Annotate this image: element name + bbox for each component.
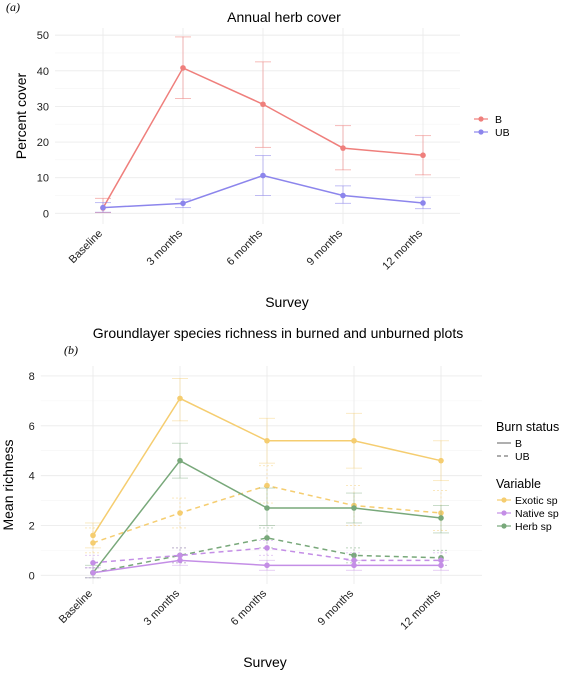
data-point [351,437,357,444]
y-tick-label: 2 [29,520,35,532]
data-point [420,152,426,159]
y-tick-label: 10 [37,173,49,185]
data-point [264,535,270,541]
panel-a-gridlines [55,28,460,224]
x-tick-label-baseline: Baseline [67,228,105,266]
data-point [177,395,183,402]
data-point [351,557,357,564]
panel-a-y-ticks: 0 10 20 30 40 50 [37,30,49,220]
series-exotic-sp-b [85,378,449,549]
x-tick-label-12-months: 12 months [398,587,443,632]
legend-item-b: B [474,114,502,126]
x-tick-label-6-months: 6 months [229,587,270,628]
y-tick-label: 20 [37,137,49,149]
data-point [420,200,426,206]
data-point [351,505,357,511]
data-point [438,457,444,464]
legend-label-native: Native sp [515,508,559,520]
series-exotic-sp-ub [85,465,449,554]
x-tick-label-baseline: Baseline [57,588,95,626]
data-point [340,145,346,151]
data-point [264,482,270,489]
panel-a-x-ticks: Baseline 3 months 6 months 9 months 12 month… [67,227,426,272]
legend-title-variable: Variable [496,477,541,491]
data-point [264,545,270,551]
legend-item-burned: B [497,438,522,450]
panel-b-x-ticks: Baseline 3 months 6 months 9 months 12 month… [57,587,444,632]
x-tick-label-9-months: 9 months [316,587,357,628]
data-point [264,505,270,511]
y-tick-label: 6 [29,421,35,433]
panel-b-tag: (b) [64,343,78,357]
data-point [180,65,186,71]
data-point [177,510,183,516]
series-native-sp-ub [85,539,449,569]
data-point [264,437,270,444]
data-point [177,552,183,559]
panel-b-y-ticks: 0 2 4 6 8 [29,371,35,582]
x-tick-label-3-months: 3 months [142,587,183,628]
data-point [90,540,96,546]
panel-a-title: Annual herb cover [227,9,341,25]
data-point [264,562,270,569]
y-tick-label: 0 [43,208,49,220]
panel-a-x-axis-title: Survey [265,294,309,310]
y-tick-label: 40 [37,66,49,78]
panel-b-legend: Burn status B UB Variable Exotic sp Nati… [496,420,559,533]
x-tick-label-3-months: 3 months [145,227,186,268]
data-point [340,192,346,199]
legend-label-herb: Herb sp [515,521,552,533]
data-point [90,560,96,566]
data-point [177,557,183,564]
panel-a-tag: (a) [6,0,20,14]
legend-item-unburned: UB [497,451,530,463]
legend-label-unburned: UB [515,451,530,463]
legend-label-exotic: Exotic sp [515,495,558,507]
data-point [438,515,444,521]
legend-item-herb: Herb sp [497,521,552,533]
panel-b-gridlines [40,366,482,584]
y-tick-label: 50 [37,30,49,42]
legend-item-ub: UB [474,127,510,139]
panel-a-y-axis-title: Percent cover [13,72,29,159]
legend-item-exotic: Exotic sp [497,495,558,507]
legend-key-point [501,510,507,516]
x-tick-label-9-months: 9 months [305,227,346,268]
panel-a-plot-area [95,36,431,214]
panel-b-y-axis-title: Mean richness [0,439,16,530]
data-point [177,457,183,464]
x-tick-label-6-months: 6 months [225,227,266,268]
data-point [438,510,444,516]
data-point [180,200,186,207]
data-point [438,557,444,564]
y-tick-label: 8 [29,371,35,383]
series-ub [95,155,431,213]
legend-key-point [501,523,507,529]
data-point [100,204,106,211]
panel-b-plot-area [85,378,449,579]
legend-item-native: Native sp [497,508,559,520]
legend-label-b: B [495,114,502,126]
legend-key-point [478,116,484,122]
panel-b-x-axis-title: Survey [243,654,287,670]
legend-title-burn-status: Burn status [496,420,559,434]
y-tick-label: 0 [29,570,35,582]
y-tick-label: 4 [29,471,35,483]
x-tick-label-12-months: 12 months [380,227,425,272]
legend-label-burned: B [515,438,522,450]
data-point [260,101,266,108]
legend-key-point [501,497,507,503]
series-herb-sp-b [85,442,449,579]
panel-a-legend: B UB [474,114,510,139]
data-point [260,172,266,179]
data-point [90,569,96,576]
legend-key-point [478,129,484,135]
y-tick-label: 30 [37,101,49,113]
panel-b-title: Groundlayer species richness in burned a… [93,325,463,341]
legend-label-ub: UB [495,127,510,139]
